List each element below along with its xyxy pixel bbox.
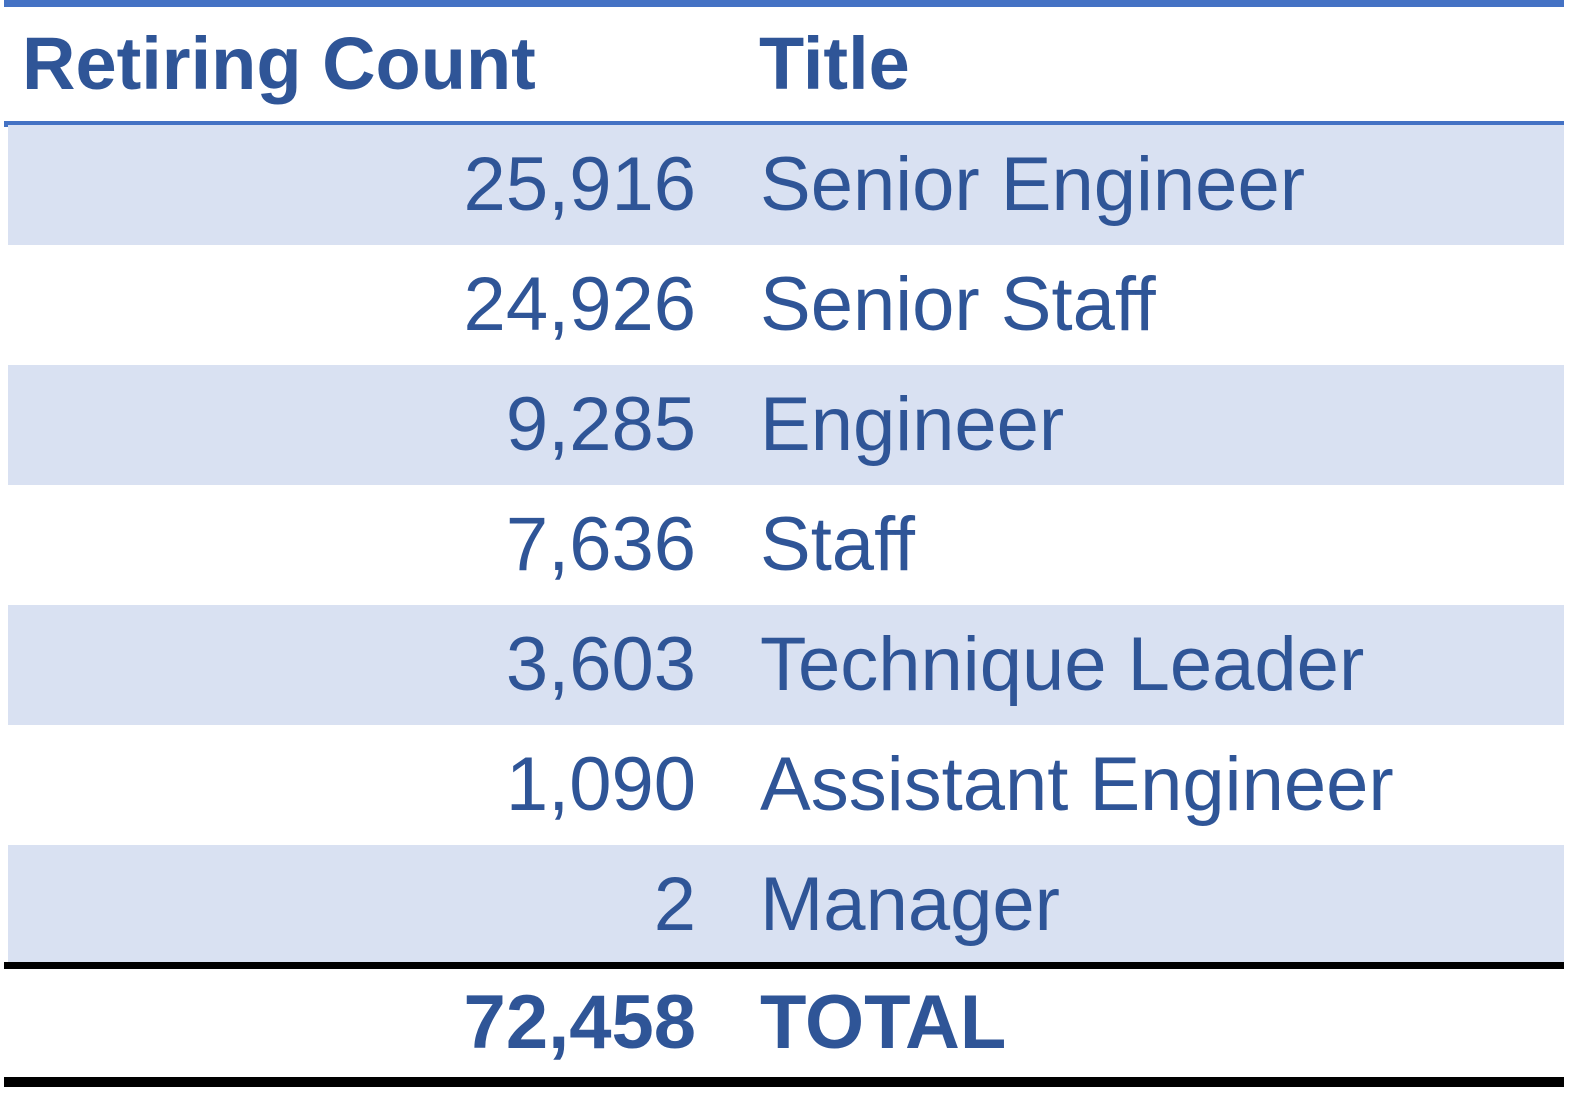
row-title: Manager	[760, 862, 1060, 947]
header-title: Title	[759, 22, 910, 105]
row-title: Senior Engineer	[760, 142, 1306, 227]
table-row: 24,926 Senior Staff	[8, 245, 1564, 365]
row-count: 24,926	[463, 262, 696, 347]
total-top-rule	[4, 962, 1564, 969]
table-row: 25,916 Senior Engineer	[8, 125, 1564, 245]
total-row: 72,458 TOTAL	[8, 969, 1564, 1077]
total-bottom-rule	[4, 1077, 1564, 1087]
table-row: 3,603 Technique Leader	[8, 605, 1564, 725]
table-row: 2 Manager	[8, 845, 1564, 962]
total-label: TOTAL	[760, 980, 1007, 1065]
row-title: Technique Leader	[760, 622, 1365, 707]
table-header-rule	[4, 121, 1564, 127]
table-top-rule	[4, 0, 1564, 7]
row-count: 2	[653, 862, 696, 947]
table-header-row: Retiring Count Title	[4, 7, 1564, 121]
row-title: Senior Staff	[760, 262, 1156, 347]
total-count: 72,458	[463, 980, 696, 1065]
row-count: 25,916	[463, 142, 696, 227]
row-title: Staff	[760, 502, 915, 587]
header-retiring-count: Retiring Count	[22, 22, 536, 105]
row-count: 1,090	[505, 742, 696, 827]
row-count: 3,603	[505, 622, 696, 707]
table-row: 1,090 Assistant Engineer	[8, 725, 1564, 845]
row-count: 7,636	[505, 502, 696, 587]
table-row: 7,636 Staff	[8, 485, 1564, 605]
row-count: 9,285	[505, 382, 696, 467]
table-row: 9,285 Engineer	[8, 365, 1564, 485]
row-title: Assistant Engineer	[760, 742, 1394, 827]
row-title: Engineer	[760, 382, 1065, 467]
